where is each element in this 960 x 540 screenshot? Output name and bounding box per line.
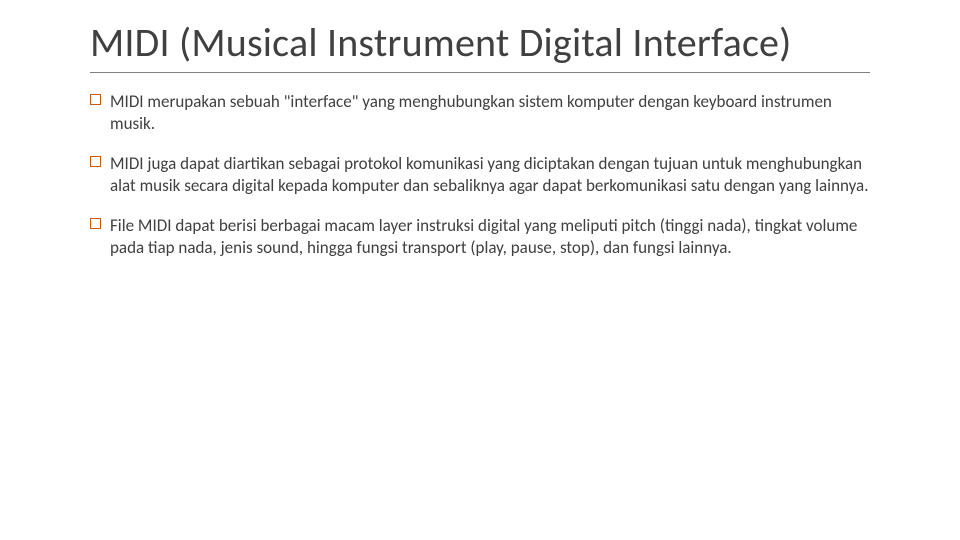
slide-title: MIDI (Musical Instrument Digital Interfa… xyxy=(90,20,870,73)
bullet-text: MIDI merupakan sebuah "interface" yang m… xyxy=(110,91,832,134)
bullet-list: MIDI merupakan sebuah "interface" yang m… xyxy=(90,91,870,260)
slide: MIDI (Musical Instrument Digital Interfa… xyxy=(0,0,960,540)
list-item: File MIDI dapat berisi berbagai macam la… xyxy=(90,215,870,259)
square-bullet-icon xyxy=(90,156,101,167)
list-item: MIDI juga dapat diartikan sebagai protok… xyxy=(90,153,870,197)
square-bullet-icon xyxy=(90,94,101,105)
list-item: MIDI merupakan sebuah "interface" yang m… xyxy=(90,91,870,135)
square-bullet-icon xyxy=(90,218,101,229)
bullet-text: File MIDI dapat berisi berbagai macam la… xyxy=(110,215,857,258)
bullet-text: MIDI juga dapat diartikan sebagai protok… xyxy=(110,153,869,196)
